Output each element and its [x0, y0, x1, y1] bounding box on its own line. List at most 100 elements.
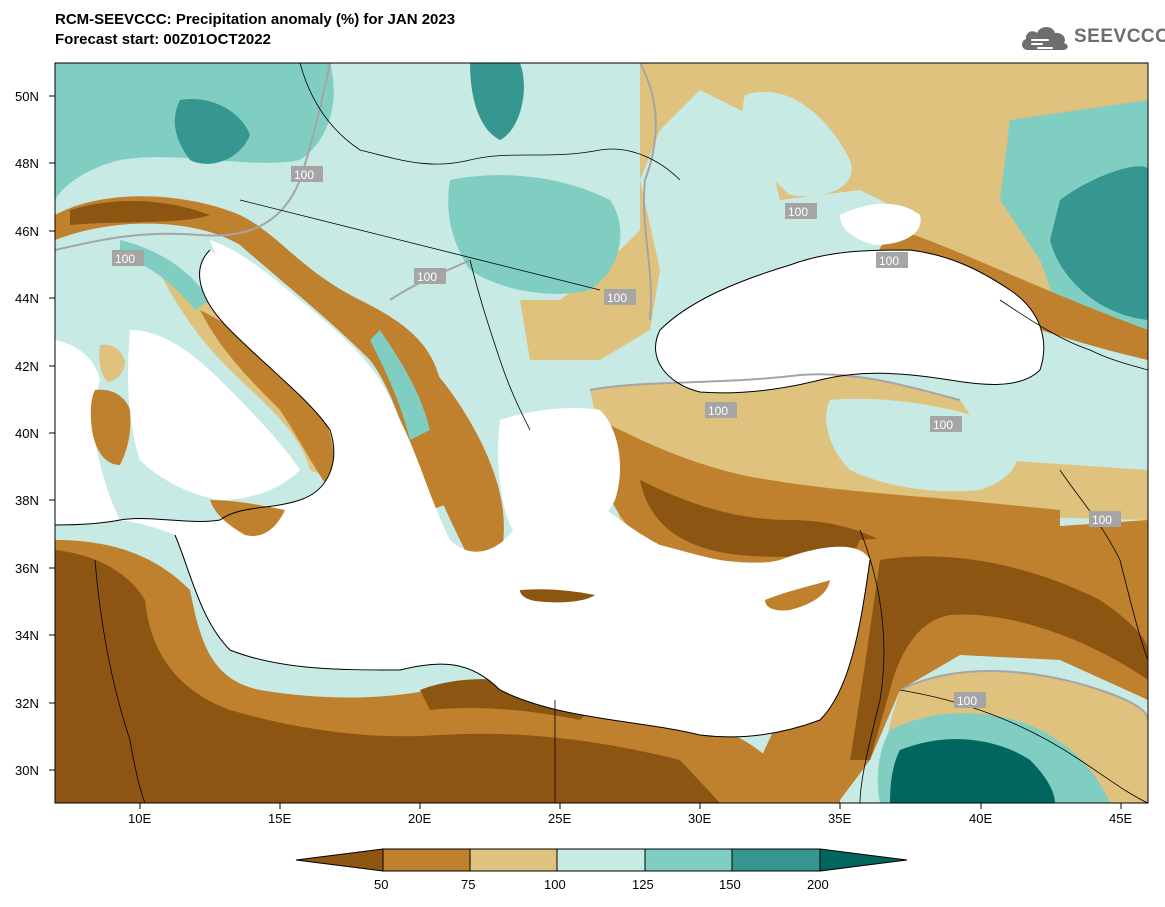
corsica-sardinia-sea	[55, 340, 120, 520]
seevccc-logo: SEEVCCC	[1018, 22, 1165, 54]
border-9	[999, 299, 1148, 371]
crete-island	[520, 589, 595, 603]
black-sea-coast	[655, 249, 1045, 394]
lat-label-42n: 42N	[15, 359, 39, 374]
cyprus-island	[765, 580, 830, 611]
contour-label-10: 100	[879, 254, 899, 268]
contour-labels: 100 100 100 100 100 100 100 100 100 100	[112, 166, 1121, 708]
lon-label-35e: 35E	[828, 811, 851, 826]
colorbar-bin-100-125	[556, 848, 646, 872]
lat-label-46n: 46N	[15, 224, 39, 239]
field-anatolia-wet-patch	[826, 398, 1019, 492]
contour-label-9: 100	[957, 694, 977, 708]
field-pannonia-wet	[448, 175, 621, 294]
lon-ticks	[139, 803, 1122, 809]
lon-label-30e: 30E	[688, 811, 711, 826]
contour-label-1: 100	[294, 168, 314, 182]
field-greece-dry	[400, 340, 504, 560]
mediterranean-sea	[55, 250, 870, 737]
corsica-island	[99, 344, 125, 382]
contour-100-line-4	[899, 670, 1148, 721]
field-balkan-coast-wet	[370, 330, 430, 440]
colorbar-label-125: 125	[632, 877, 654, 892]
border-3	[469, 259, 531, 431]
contour-label-3: 100	[417, 270, 437, 284]
field-poland-wet	[470, 63, 524, 140]
colorbar-arrow-left	[295, 848, 384, 872]
contour-100-line-3	[589, 373, 961, 401]
lon-label-25e: 25E	[548, 811, 571, 826]
lat-labels: 50N 48N 46N 44N 42N 40N 38N 36N 34N 32N …	[15, 89, 39, 778]
border-8	[1059, 469, 1148, 661]
contour-100-line-2	[639, 63, 657, 321]
field-italy-core-dry	[200, 310, 334, 490]
lon-label-40e: 40E	[969, 811, 992, 826]
contour-label-7: 100	[933, 418, 953, 432]
field-nafrica-very-dry	[55, 550, 720, 803]
field-crimea-wet	[742, 91, 852, 197]
contour-100-lines	[55, 63, 1148, 721]
tyrrhenian-sea	[128, 330, 300, 500]
sea-mask	[55, 203, 1044, 737]
lat-label-50n: 50N	[15, 89, 39, 104]
sardinia-island	[90, 389, 131, 465]
lat-label-44n: 44N	[15, 291, 39, 306]
colorbar-bin-50-75	[382, 848, 471, 872]
field-anatolia-very-dry	[640, 480, 880, 557]
logo-text: SEEVCCC	[1074, 26, 1165, 47]
field-alps-very-dry	[70, 200, 210, 225]
lat-label-48n: 48N	[15, 156, 39, 171]
cloud-icon	[1022, 27, 1068, 50]
colorbar-label-50: 50	[374, 877, 388, 892]
title-block: RCM-SEEVCCC: Precipitation anomaly (%) f…	[55, 10, 455, 50]
border-5	[899, 689, 1148, 803]
colorbar-bin-75-100	[469, 848, 558, 872]
colorbar-bin-125-150	[644, 848, 733, 872]
sicily-island	[210, 500, 285, 536]
lon-label-20e: 20E	[408, 811, 431, 826]
field-levant-very-dry	[850, 556, 1148, 760]
border-4	[859, 529, 885, 803]
border-7	[94, 559, 146, 803]
lat-label-30n: 30N	[15, 763, 39, 778]
coastlines	[55, 249, 1045, 738]
field-ce-very-wet-1	[174, 99, 250, 164]
colorbar-label-75: 75	[461, 877, 475, 892]
med-coast	[55, 249, 335, 526]
colorbar-label-100: 100	[544, 877, 566, 892]
contour-label-8: 100	[1092, 513, 1112, 527]
border-2	[239, 199, 601, 291]
lon-labels: 10E 15E 20E 25E 30E 35E 40E 45E	[128, 811, 1132, 826]
black-sea	[655, 250, 1044, 393]
africa-coast	[174, 534, 871, 738]
lon-label-10e: 10E	[128, 811, 151, 826]
lat-label-38n: 38N	[15, 493, 39, 508]
lon-label-45e: 45E	[1109, 811, 1132, 826]
contour-100-line-1	[55, 63, 331, 251]
lon-label-15e: 15E	[268, 811, 291, 826]
lat-ticks	[49, 95, 55, 771]
contour-label-6: 100	[708, 404, 728, 418]
field-arabia-very-wet	[890, 739, 1055, 803]
colorbar-label-150: 150	[719, 877, 741, 892]
colorbar-labels: 50 75 100 125 150 200	[374, 877, 829, 892]
aegean-sea	[498, 408, 620, 552]
field-caspian-very-wet	[1050, 166, 1148, 320]
azov-sea	[840, 203, 921, 245]
adriatic-sea	[210, 240, 410, 450]
borders	[94, 63, 1148, 803]
colorbar-bin-150-200	[731, 848, 821, 872]
contour-label-4: 100	[607, 291, 627, 305]
lat-label-32n: 32N	[15, 696, 39, 711]
map-title: RCM-SEEVCCC: Precipitation anomaly (%) f…	[55, 11, 456, 28]
colorbar-arrow-right	[819, 848, 908, 872]
contour-label-5: 100	[788, 205, 808, 219]
forecast-start: Forecast start: 00Z01OCT2022	[55, 31, 271, 48]
border-1	[299, 63, 681, 181]
contour-label-2: 100	[115, 252, 135, 266]
lat-label-36n: 36N	[15, 561, 39, 576]
lat-label-34n: 34N	[15, 628, 39, 643]
lat-label-40n: 40N	[15, 426, 39, 441]
colorbar-label-200: 200	[807, 877, 829, 892]
